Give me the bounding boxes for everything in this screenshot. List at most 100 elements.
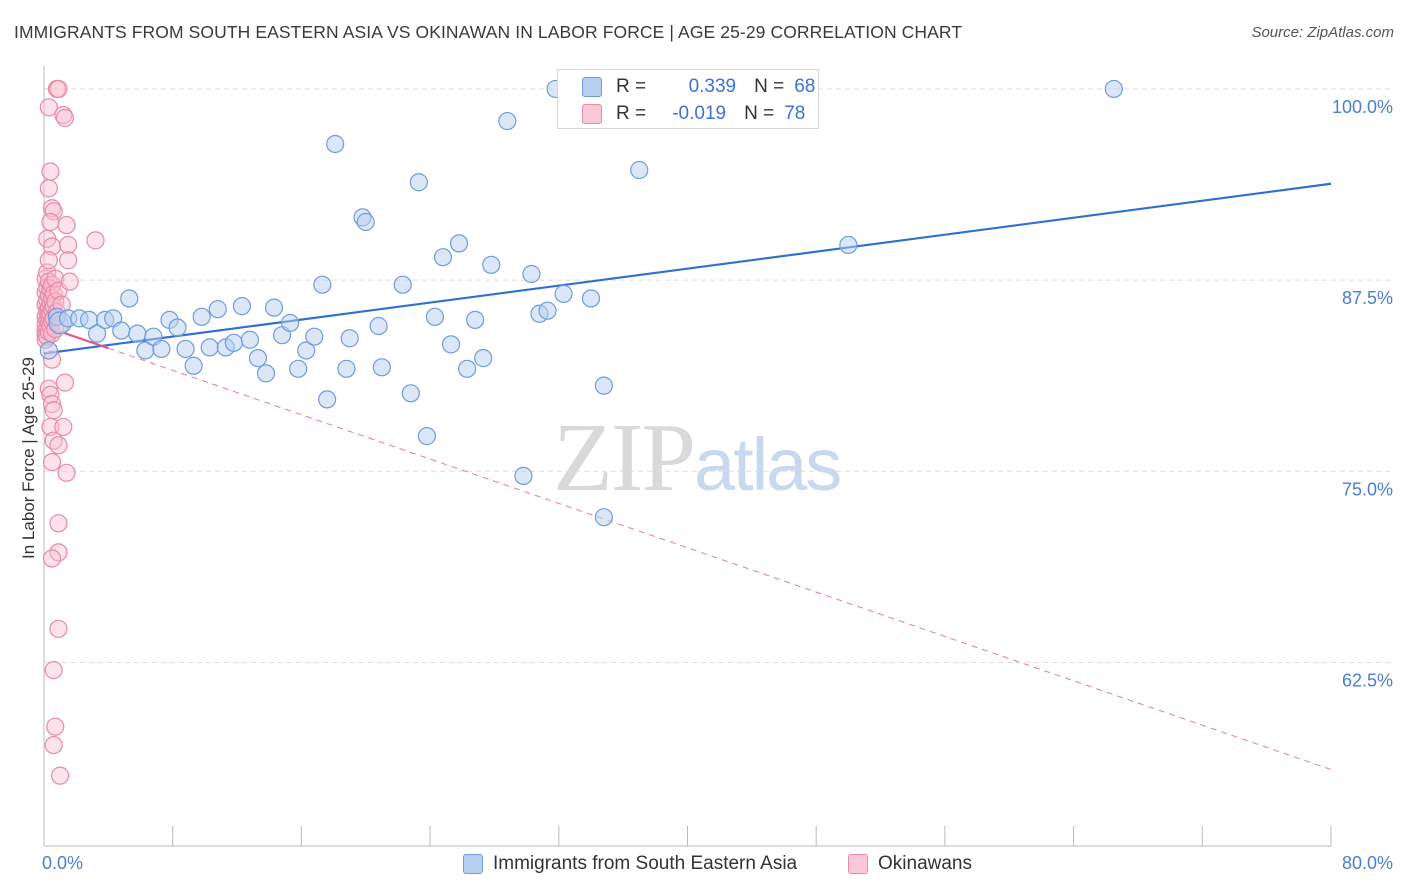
okinawans-point <box>57 215 76 235</box>
sea-immigrants-point <box>466 310 485 329</box>
okinawans-point <box>42 549 62 568</box>
bottom-legend-swatch-pink <box>848 854 868 874</box>
sea-immigrants-points <box>39 79 1123 527</box>
sea-immigrants-point <box>441 335 461 354</box>
sea-immigrants-point <box>318 390 337 409</box>
sea-immigrants-point <box>192 307 211 326</box>
x-tick-label: 80.0% <box>1342 853 1393 873</box>
bottom-legend-swatch-blue <box>463 854 483 874</box>
okinawans-point <box>42 453 62 472</box>
sea-immigrants-point <box>305 327 324 346</box>
sea-immigrants-point <box>514 466 533 485</box>
legend-r-label: R = <box>616 103 647 124</box>
sea-immigrants-point <box>594 508 613 527</box>
okinawans-point <box>41 162 60 181</box>
sea-immigrants-point <box>128 324 147 343</box>
sea-immigrants-point <box>120 289 139 308</box>
watermark-atlas: atlas <box>694 423 842 506</box>
legend-r-value: 0.339 <box>688 76 737 97</box>
sea-immigrants-point <box>482 255 501 274</box>
sea-immigrants-point <box>176 339 195 359</box>
okinawans-point <box>39 179 58 198</box>
okinawans-point <box>44 735 63 755</box>
sea-immigrants-point <box>232 297 251 316</box>
sea-immigrants-point <box>337 359 356 378</box>
sea-immigrants-point <box>184 356 203 375</box>
sea-immigrants-point <box>87 324 107 343</box>
sea-immigrants-point <box>433 248 453 267</box>
okinawans-point <box>39 251 58 270</box>
bottom-legend-label-sea: Immigrants from South Eastern Asia <box>493 853 798 874</box>
trend-line-sea <box>43 182 1332 355</box>
okinawans-point <box>86 231 105 250</box>
sea-immigrants-point <box>417 427 436 446</box>
sea-immigrants-point <box>474 349 493 368</box>
bottom-legend-sea: Immigrants from South Eastern Asia <box>463 852 797 876</box>
sea-immigrants-point <box>554 284 573 303</box>
sea-immigrants-point <box>1104 79 1123 99</box>
okinawans-point <box>41 212 60 232</box>
sea-immigrants-point <box>208 300 227 319</box>
legend-r-label: R = <box>616 76 647 97</box>
legend-n-label: N = <box>754 76 785 97</box>
watermark: ZIPatlas <box>553 400 842 514</box>
sea-immigrants-point <box>581 289 601 308</box>
y-tick-labels: 100.0% 87.5% 75.0% 62.5% <box>1332 97 1393 691</box>
sea-immigrants-point <box>393 275 412 294</box>
sea-immigrants-point <box>522 264 541 284</box>
okinawans-point <box>55 373 75 392</box>
sea-immigrants-point <box>240 330 260 349</box>
legend-row-sea: R = 0.339 N = 68 <box>582 74 815 100</box>
sea-immigrants-point <box>264 298 284 317</box>
okinawans-point <box>55 108 75 128</box>
sea-immigrants-point <box>39 341 58 360</box>
bottom-legend-okinawans: Okinawans <box>848 852 972 876</box>
okinawans-point <box>42 394 62 414</box>
okinawans-point <box>57 463 76 482</box>
okinawans-point <box>50 766 70 785</box>
sea-immigrants-point <box>289 359 308 378</box>
sea-immigrants-point <box>297 341 316 360</box>
sea-immigrants-point <box>630 160 649 180</box>
sea-immigrants-point <box>449 234 469 253</box>
okinawans-point <box>41 385 60 404</box>
bottom-legend-label-okinawans: Okinawans <box>878 853 972 874</box>
sea-immigrants-point <box>839 235 858 255</box>
okinawans-point <box>39 98 58 117</box>
sea-immigrants-point <box>112 321 131 340</box>
sea-immigrants-point <box>409 173 428 192</box>
legend-n-label: N = <box>744 103 775 124</box>
sea-immigrants-point <box>200 338 219 357</box>
y-tick-label: 100.0% <box>1332 97 1393 117</box>
sea-immigrants-point <box>168 318 187 337</box>
sea-immigrants-point <box>224 333 243 352</box>
y-tick-label: 62.5% <box>1342 670 1393 690</box>
legend-swatch-pink <box>582 104 602 124</box>
sea-immigrants-point <box>369 316 388 336</box>
okinawans-points <box>36 79 105 785</box>
okinawans-point <box>46 717 65 736</box>
sea-immigrants-point <box>356 212 375 232</box>
okinawans-point <box>44 401 63 420</box>
source-credit: Source: ZipAtlas.com <box>1251 24 1394 41</box>
okinawans-point <box>42 237 62 256</box>
sea-immigrants-point <box>425 307 445 326</box>
okinawans-point <box>59 251 78 270</box>
okinawans-point <box>44 661 63 680</box>
sea-immigrants-point <box>458 359 477 378</box>
sea-immigrants-point <box>401 384 420 403</box>
sea-immigrants-point <box>248 349 268 368</box>
sea-immigrants-point <box>594 376 613 395</box>
sea-immigrants-point <box>538 301 557 320</box>
sea-immigrants-point <box>498 111 517 131</box>
legend-swatch-blue <box>582 77 602 97</box>
legend-row-okinawans: R = -0.019 N = 78 <box>582 101 805 127</box>
stats-legend: R = 0.339 N = 68 R = -0.019 N = 78 <box>557 69 819 129</box>
x-tick-label: 0.0% <box>42 853 83 873</box>
sea-immigrants-point <box>340 329 359 348</box>
legend-n-value: 78 <box>784 103 806 124</box>
legend-n-value: 68 <box>794 76 816 97</box>
axes <box>43 66 1332 847</box>
okinawans-point <box>41 417 60 437</box>
